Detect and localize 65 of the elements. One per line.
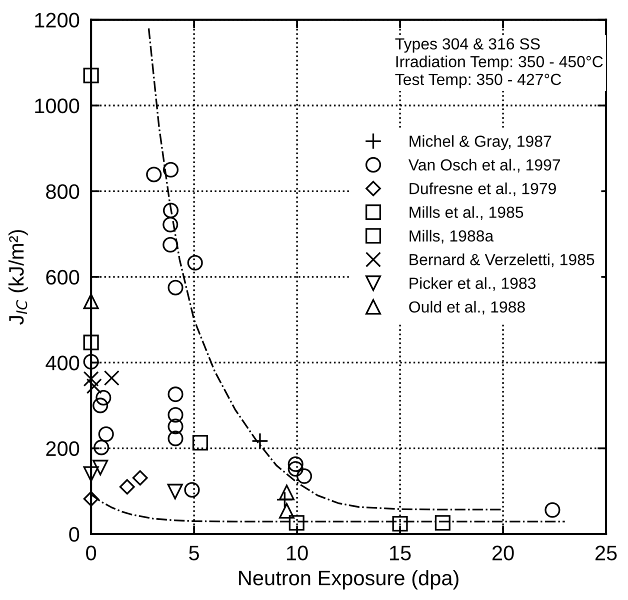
point <box>278 503 295 519</box>
y-tick-label: 200 <box>46 441 80 456</box>
legend-label: Dufresne et al., 1979 <box>410 182 556 196</box>
point <box>162 162 179 178</box>
x-tick-label: 0 <box>86 546 96 560</box>
point <box>288 461 304 477</box>
point <box>192 434 208 451</box>
point <box>92 398 108 414</box>
point <box>146 166 162 182</box>
point <box>83 354 99 370</box>
point <box>544 502 560 518</box>
x-tick-label: 20 <box>492 546 514 560</box>
point <box>98 426 114 442</box>
point <box>83 371 99 387</box>
point <box>276 491 294 508</box>
point <box>162 202 179 218</box>
point <box>96 390 112 406</box>
point <box>392 516 408 532</box>
x-tick-label: 25 <box>595 546 617 560</box>
point <box>104 370 120 386</box>
y-tick-label: 600 <box>46 270 80 285</box>
point <box>288 515 304 531</box>
legend-label: Ould et al., 1988 <box>409 300 525 315</box>
point <box>187 254 203 271</box>
y-tick-label: 0 <box>69 527 80 542</box>
x-tick-label: 10 <box>287 546 308 560</box>
point <box>83 466 99 482</box>
point <box>162 236 178 253</box>
point <box>251 432 268 450</box>
point <box>83 491 99 507</box>
point <box>86 378 102 394</box>
point <box>184 482 200 498</box>
point <box>92 460 108 476</box>
point <box>288 456 304 472</box>
x-tick-label: 5 <box>189 546 199 560</box>
legend-label: Mills et al., 1985 <box>410 206 524 220</box>
y-tick-label: 1200 <box>35 12 80 28</box>
point <box>83 334 99 350</box>
point <box>168 280 184 296</box>
legend-label: Picker et al., 1983 <box>410 277 536 291</box>
annotation: Types 304 & 316 SS Irradiation Temp: 350 - 450°C Test Temp: 350 - 427°C <box>395 38 603 88</box>
legend-label: Van Osch et al., 1997 <box>408 158 560 172</box>
legend-label: Mills, 1988a <box>410 230 494 244</box>
point <box>167 484 183 500</box>
x-axis-title: Neutron Exposure (dpa) <box>239 570 458 590</box>
point <box>132 470 148 486</box>
y-tick-label: 400 <box>46 356 80 370</box>
point <box>119 479 135 495</box>
point <box>168 430 184 446</box>
point <box>83 294 99 310</box>
point <box>296 468 312 484</box>
y-tick-label: 1000 <box>35 98 80 114</box>
point <box>434 515 450 531</box>
point <box>168 386 184 402</box>
x-tick-label: 15 <box>390 546 411 560</box>
y-tick-label: 800 <box>46 184 80 199</box>
point <box>94 440 110 456</box>
point <box>168 418 184 434</box>
point <box>168 407 184 423</box>
legend-label: Bernard & Verzeletti, 1985 <box>410 254 594 268</box>
point <box>83 68 99 84</box>
y-axis-title: J$_{IC}$ (kJ/m²) <box>8 230 28 325</box>
legend-label: Michel & Gray, 1987 <box>410 135 552 150</box>
point <box>162 216 178 232</box>
point <box>278 484 295 500</box>
